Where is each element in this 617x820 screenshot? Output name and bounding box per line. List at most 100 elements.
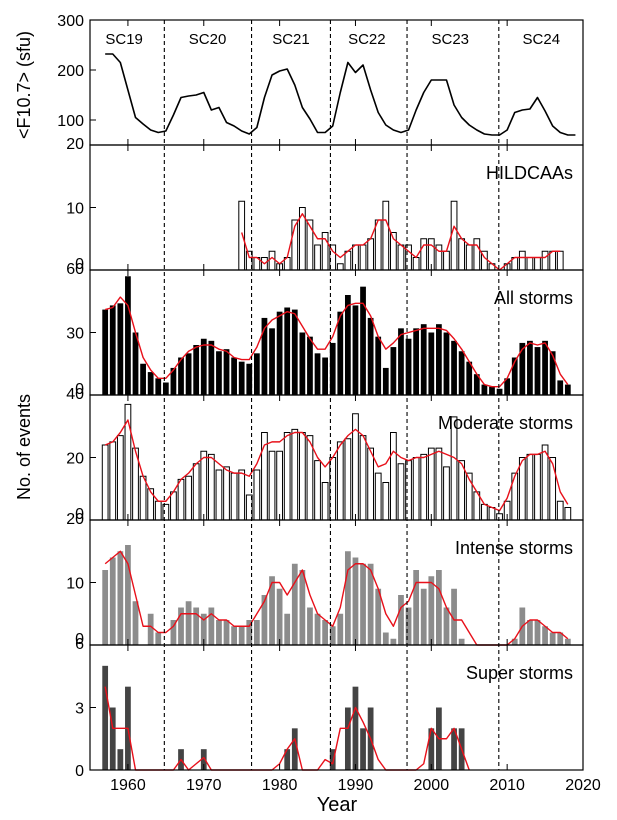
bar-all-1979 xyxy=(269,328,275,395)
bar-hildcaa-2012 xyxy=(518,250,526,271)
xtick-label-1970: 1970 xyxy=(186,777,222,794)
bar-all-2018 xyxy=(564,384,571,395)
bar-intense-1998 xyxy=(413,570,420,645)
bar-all-2002 xyxy=(443,332,450,395)
bar-intense-1967 xyxy=(178,607,184,645)
bar-intense-1979 xyxy=(269,576,275,645)
bar-all-1971 xyxy=(208,340,215,395)
bar-all-2016 xyxy=(549,351,556,395)
bar-intense-1980 xyxy=(276,588,283,645)
bar-all-1987 xyxy=(329,342,336,395)
bar-all-1996 xyxy=(398,328,404,395)
xtick-label-2020: 2020 xyxy=(565,777,601,794)
ytick-label-hildcaa-0: 0 xyxy=(75,256,84,273)
bar-hildcaa-2002 xyxy=(443,250,450,271)
bar-intense-1959 xyxy=(117,551,124,645)
bar-all-1997 xyxy=(405,338,412,395)
bar-all-2004 xyxy=(458,351,465,395)
bar-intense-2003 xyxy=(451,588,457,645)
bar-all-1976 xyxy=(246,363,253,395)
panel-all: 0 30 60 All storms xyxy=(66,261,584,398)
bar-all-1989 xyxy=(344,295,351,395)
bar-moderate-2013 xyxy=(526,453,534,521)
bar-all-1998 xyxy=(413,328,420,395)
cycle-label-sc23: SC23 xyxy=(432,31,470,48)
xtick-label-2010: 2010 xyxy=(489,777,525,794)
bar-intense-2016 xyxy=(549,632,556,645)
bar-intense-1961 xyxy=(132,601,139,645)
bar-all-2006 xyxy=(473,374,480,395)
bar-intense-1997 xyxy=(405,607,412,645)
ytick-label-hildcaa-20: 20 xyxy=(66,136,84,153)
bar-moderate-1999 xyxy=(420,453,428,521)
line-moderate xyxy=(104,419,569,512)
bar-moderate-1998 xyxy=(412,457,420,521)
bar-super-1989 xyxy=(344,707,351,770)
bar-all-1978 xyxy=(261,317,268,395)
bar-intense-1976 xyxy=(246,620,253,645)
bar-intense-2015 xyxy=(542,626,548,645)
bar-all-1975 xyxy=(238,361,245,395)
bar-intense-1993 xyxy=(375,588,382,645)
bar-intense-1971 xyxy=(208,607,215,645)
bar-super-1959 xyxy=(117,749,124,770)
bar-moderate-2002 xyxy=(443,466,450,521)
bar-moderate-2017 xyxy=(556,500,564,521)
bar-all-2014 xyxy=(534,347,541,395)
bar-all-1957 xyxy=(102,309,109,395)
bar-all-2009 xyxy=(496,388,503,395)
cycle-label-sc20: SC20 xyxy=(189,31,227,48)
bar-all-2017 xyxy=(557,380,564,395)
bar-all-1988 xyxy=(337,311,344,395)
bar-all-1963 xyxy=(147,372,154,395)
bar-intense-2004 xyxy=(458,638,465,645)
bar-intense-1970 xyxy=(200,613,207,645)
ytick-label-moderate-0: 0 xyxy=(75,506,84,523)
bar-intense-1983 xyxy=(299,570,306,645)
bar-intense-1995 xyxy=(390,638,397,645)
bar-moderate-1972 xyxy=(215,469,223,521)
bar-moderate-1970 xyxy=(200,450,208,521)
bar-all-1967 xyxy=(178,357,184,395)
bar-intense-1958 xyxy=(109,557,116,645)
bar-intense-1986 xyxy=(322,620,328,645)
bar-moderate-2001 xyxy=(435,447,443,521)
bar-all-2000 xyxy=(428,332,435,395)
ytick-label-all-30: 30 xyxy=(66,326,84,343)
bar-moderate-1986 xyxy=(321,482,329,521)
bar-moderate-2018 xyxy=(564,507,572,521)
panel-moderate: 0 20 40 Moderate storms xyxy=(66,386,584,523)
bar-super-1987 xyxy=(329,749,336,770)
bar-intense-1990 xyxy=(352,557,359,645)
bar-intense-1984 xyxy=(307,607,313,645)
bar-hildcaa-2016 xyxy=(549,250,557,271)
ytick-label-f107-200: 200 xyxy=(57,63,84,80)
bar-intense-1964 xyxy=(155,632,162,645)
bar-all-1960 xyxy=(125,276,131,395)
bar-hildcaa-1999 xyxy=(420,238,428,271)
panel-intense: 0 10 20 Intense storms xyxy=(66,511,584,648)
bar-all-1993 xyxy=(375,336,382,395)
bar-intense-1992 xyxy=(367,563,374,645)
bar-all-1986 xyxy=(322,357,328,395)
bar-hildcaa-1989 xyxy=(344,250,352,271)
bar-all-1961 xyxy=(132,332,139,395)
bar-moderate-1994 xyxy=(382,482,390,521)
bar-intense-1994 xyxy=(382,632,389,645)
ytick-label-super-6: 6 xyxy=(75,636,84,653)
bar-hildcaa-2015 xyxy=(541,250,549,271)
bar-all-1999 xyxy=(420,324,427,395)
bar-moderate-2000 xyxy=(427,447,435,521)
cycle-boundaries xyxy=(163,20,500,770)
bar-moderate-1979 xyxy=(268,450,276,521)
ytick-label-intense-0: 0 xyxy=(75,631,84,648)
bar-all-1958 xyxy=(109,305,116,395)
ytick-label-intense-20: 20 xyxy=(66,511,84,528)
bar-moderate-1967 xyxy=(177,478,185,521)
bar-all-1974 xyxy=(231,357,237,395)
bar-super-1991 xyxy=(360,728,366,770)
panel-super: 0 3 6 Super storms xyxy=(75,636,584,780)
bar-all-2015 xyxy=(542,340,548,395)
panel-title-all: All storms xyxy=(494,288,573,308)
